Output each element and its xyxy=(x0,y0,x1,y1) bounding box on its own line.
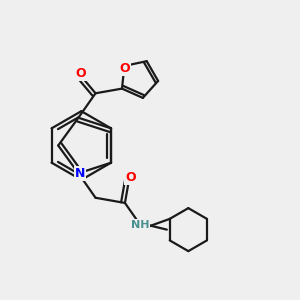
Text: N: N xyxy=(75,167,85,180)
Text: O: O xyxy=(125,171,136,184)
Text: O: O xyxy=(119,62,130,75)
Text: NH: NH xyxy=(131,220,150,230)
Text: O: O xyxy=(76,67,86,80)
